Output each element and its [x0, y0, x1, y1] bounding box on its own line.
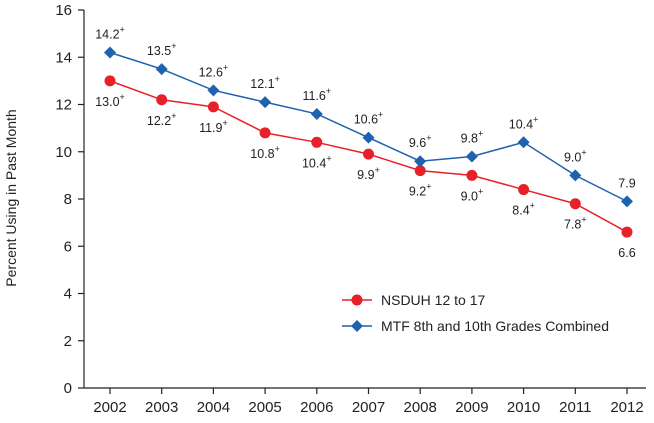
y-axis-label: Percent Using in Past Month [3, 109, 19, 286]
data-point [363, 148, 374, 160]
y-tick-label: 16 [55, 2, 72, 19]
data-point [414, 155, 427, 168]
data-label: 11.9+ [199, 118, 228, 135]
data-point [517, 136, 530, 149]
data-point [414, 165, 426, 177]
data-label: 7.8+ [564, 215, 587, 232]
data-point [466, 169, 478, 181]
legend-item: NSDUH 12 to 17 [342, 292, 485, 308]
series-2 [104, 46, 633, 208]
legend-marker [351, 294, 363, 306]
data-point [621, 226, 633, 238]
data-label: 9.8+ [461, 128, 484, 145]
data-point [465, 150, 478, 163]
y-tick-label: 4 [64, 286, 72, 303]
legend-marker [351, 320, 363, 332]
data-point [207, 101, 219, 113]
data-label: 10.4+ [302, 153, 332, 170]
x-axis-ticks: 2002 2003 2004 2005 2006 2007 2008 2009 2010 2011… [93, 388, 644, 416]
data-label: 9.9+ [357, 165, 380, 182]
data-label: 9.0+ [564, 147, 587, 164]
data-label: 10.8+ [250, 144, 280, 161]
data-point [156, 94, 168, 106]
legend: NSDUH 12 to 17 MTF 8th and 10th Grades Co… [342, 292, 609, 334]
data-label: 13.0+ [95, 92, 125, 109]
data-label: 10.4+ [509, 114, 539, 131]
data-label: 9.2+ [409, 182, 432, 199]
x-tick-label: 2004 [197, 399, 230, 416]
data-label: 7.9 [618, 176, 635, 190]
data-label: 9.6+ [409, 133, 432, 150]
data-point [259, 127, 271, 139]
data-point [104, 46, 116, 59]
x-tick-label: 2005 [248, 399, 281, 416]
series-1 [104, 75, 633, 238]
x-tick-label: 2008 [404, 399, 437, 416]
legend-label: NSDUH 12 to 17 [381, 292, 485, 308]
x-tick-label: 2007 [352, 399, 385, 416]
data-point [569, 169, 582, 182]
y-tick-label: 8 [64, 191, 72, 208]
data-label: 12.1+ [250, 74, 280, 91]
data-point [621, 195, 633, 208]
data-labels: 13.0+ 12.2+ 11.9+ 10.8+ 10.4+ 9.9+ 9.2+ 9.0+ 8.4… [95, 25, 636, 261]
x-tick-label: 2012 [610, 399, 643, 416]
data-label: 11.6+ [302, 86, 331, 103]
y-tick-label: 14 [55, 49, 72, 66]
y-tick-label: 10 [55, 144, 72, 161]
data-label: 13.5+ [147, 41, 177, 58]
y-axis-ticks: 0 2 4 6 8 10 12 14 16 [55, 2, 84, 397]
data-label: 14.2+ [95, 25, 125, 42]
x-tick-label: 2011 [559, 399, 591, 416]
x-tick-label: 2003 [145, 399, 178, 416]
data-point [310, 107, 323, 120]
legend-item: MTF 8th and 10th Grades Combined [342, 318, 609, 334]
data-label: 10.6+ [354, 110, 384, 127]
y-tick-label: 6 [64, 238, 72, 255]
data-label: 12.6+ [199, 62, 229, 79]
data-point [362, 131, 375, 144]
data-label: 8.4+ [512, 201, 535, 218]
series-group [104, 46, 633, 238]
data-label: 9.0+ [461, 186, 484, 203]
legend-label: MTF 8th and 10th Grades Combined [381, 318, 609, 334]
x-tick-label: 2006 [300, 399, 333, 416]
data-point [259, 96, 272, 109]
y-tick-label: 2 [64, 333, 72, 350]
data-label: 12.2+ [147, 111, 177, 128]
x-tick-label: 2002 [93, 399, 126, 416]
data-point [569, 198, 581, 210]
y-tick-label: 12 [55, 97, 72, 114]
y-tick-label: 0 [64, 380, 72, 397]
data-point [311, 136, 323, 148]
data-point [207, 84, 220, 97]
x-tick-label: 2009 [455, 399, 488, 416]
data-label: 6.6 [618, 246, 635, 260]
data-point [518, 184, 530, 196]
data-point [104, 75, 116, 87]
data-point [155, 63, 168, 76]
x-tick-label: 2010 [507, 399, 540, 416]
